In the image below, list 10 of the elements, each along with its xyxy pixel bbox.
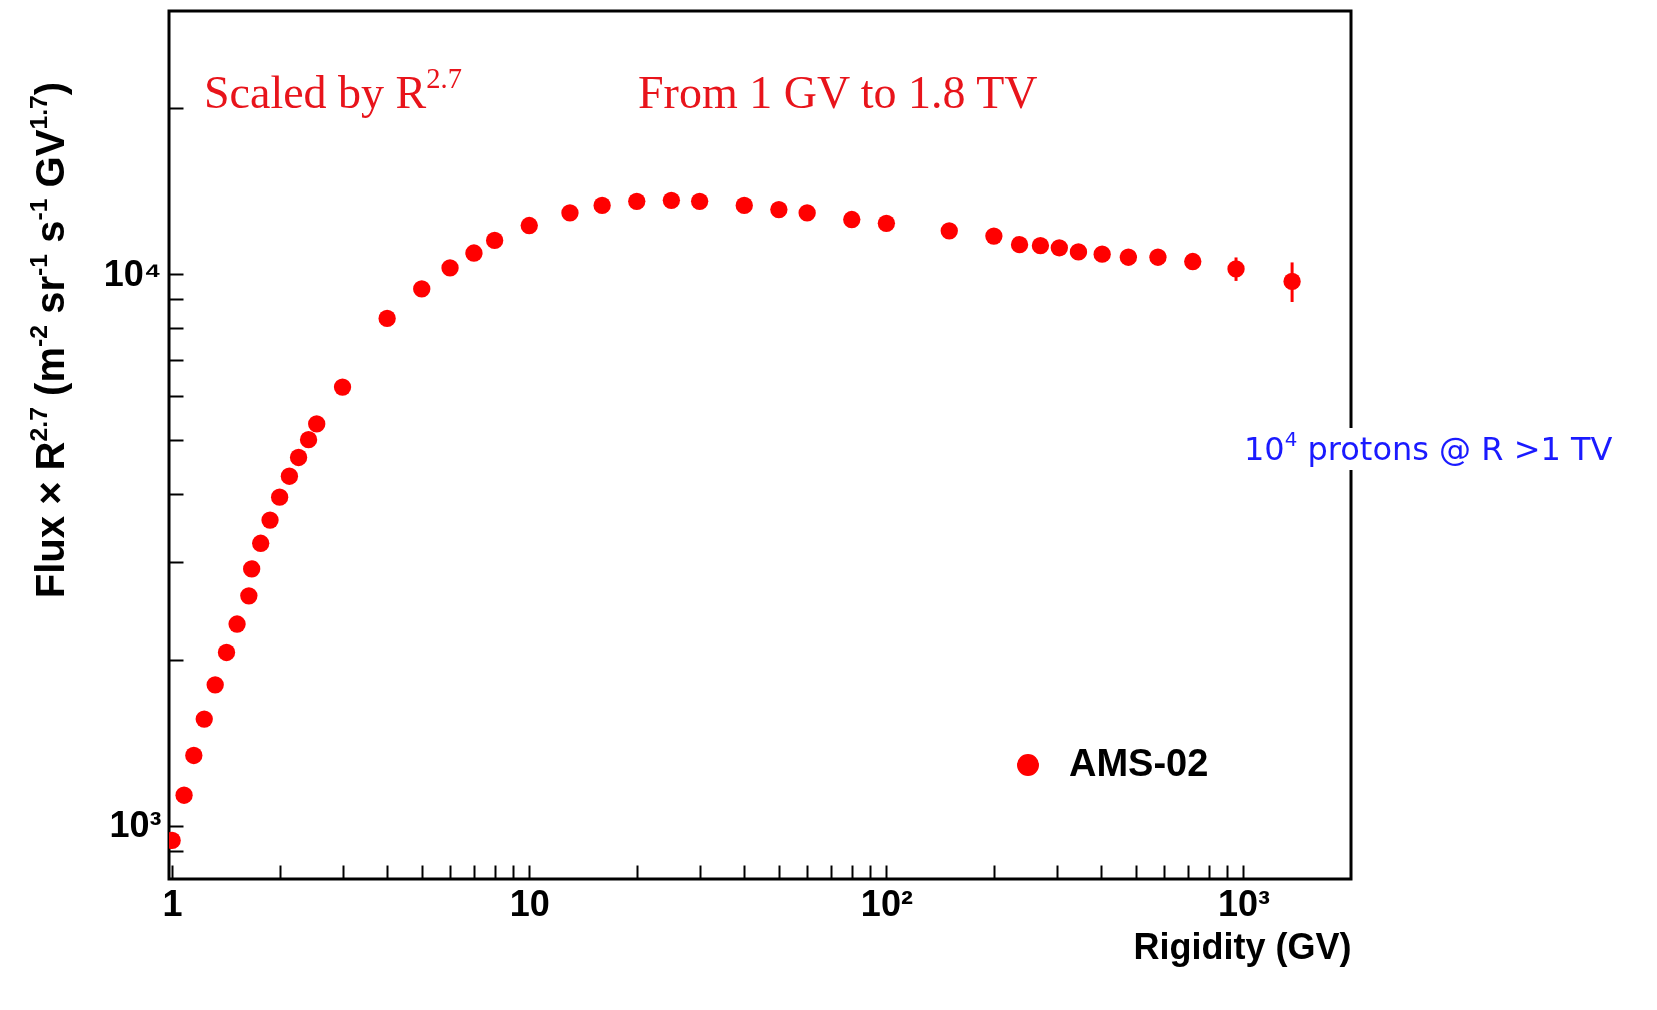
- annotation: 10$^{4}$ protons @ R >1 TV: [1240, 428, 1617, 470]
- legend-label: AMS-02: [1069, 742, 1209, 784]
- annotation: Scaled by R$^{2.7}$: [204, 63, 462, 119]
- x-axis-title: Rigidity (GV): [1133, 925, 1352, 967]
- x-tick-label: 10²: [860, 882, 913, 924]
- annotation: From 1 GV to 1.8 TV: [638, 66, 1038, 119]
- x-tick-label: 10³: [1217, 882, 1271, 924]
- x-tick-label: 1: [162, 882, 183, 924]
- y-tick-label: 10⁴: [103, 252, 162, 294]
- x-tick-label: 10: [509, 882, 550, 924]
